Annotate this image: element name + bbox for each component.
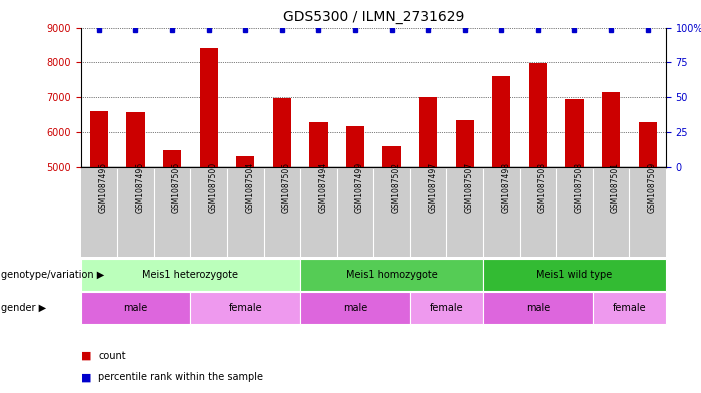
- Bar: [383, 146, 401, 342]
- Text: female: female: [613, 303, 646, 313]
- Text: GSM1087502: GSM1087502: [392, 162, 400, 213]
- Text: Meis1 heterozygote: Meis1 heterozygote: [142, 270, 238, 280]
- Text: male: male: [526, 303, 550, 313]
- Text: GSM1087509: GSM1087509: [648, 162, 657, 213]
- Text: GSM1087498: GSM1087498: [501, 162, 510, 213]
- Text: GSM1087496: GSM1087496: [135, 162, 144, 213]
- Text: Meis1 wild type: Meis1 wild type: [536, 270, 613, 280]
- Text: male: male: [343, 303, 367, 313]
- Bar: [236, 156, 254, 342]
- Bar: [492, 75, 510, 342]
- Text: count: count: [98, 351, 125, 361]
- Bar: [90, 110, 108, 342]
- Bar: [126, 112, 144, 342]
- Text: ■: ■: [81, 372, 91, 382]
- Text: genotype/variation ▶: genotype/variation ▶: [1, 270, 104, 280]
- Bar: [346, 126, 364, 342]
- Text: female: female: [229, 303, 262, 313]
- Text: GSM1087504: GSM1087504: [245, 162, 254, 213]
- Text: ■: ■: [81, 351, 91, 361]
- Bar: [200, 48, 218, 342]
- Bar: [639, 122, 657, 342]
- Title: GDS5300 / ILMN_2731629: GDS5300 / ILMN_2731629: [283, 10, 464, 24]
- Text: GSM1087505: GSM1087505: [282, 162, 291, 213]
- Text: female: female: [430, 303, 463, 313]
- Text: GSM1087503: GSM1087503: [538, 162, 547, 213]
- Text: Meis1 homozygote: Meis1 homozygote: [346, 270, 437, 280]
- Text: GSM1087508: GSM1087508: [575, 162, 583, 213]
- Bar: [309, 122, 327, 342]
- Bar: [565, 99, 584, 342]
- Text: GSM1087500: GSM1087500: [209, 162, 217, 213]
- Text: percentile rank within the sample: percentile rank within the sample: [98, 372, 263, 382]
- Bar: [456, 119, 474, 342]
- Bar: [163, 150, 182, 342]
- Text: GSM1087494: GSM1087494: [318, 162, 327, 213]
- Text: GSM1087495: GSM1087495: [99, 162, 108, 213]
- Text: gender ▶: gender ▶: [1, 303, 46, 313]
- Text: male: male: [123, 303, 148, 313]
- Text: GSM1087497: GSM1087497: [428, 162, 437, 213]
- Bar: [419, 97, 437, 342]
- Text: GSM1087499: GSM1087499: [355, 162, 364, 213]
- Text: GSM1087507: GSM1087507: [465, 162, 474, 213]
- Bar: [273, 98, 291, 342]
- Bar: [529, 63, 547, 342]
- Bar: [602, 92, 620, 342]
- Text: GSM1087506: GSM1087506: [172, 162, 181, 213]
- Text: GSM1087501: GSM1087501: [611, 162, 620, 213]
